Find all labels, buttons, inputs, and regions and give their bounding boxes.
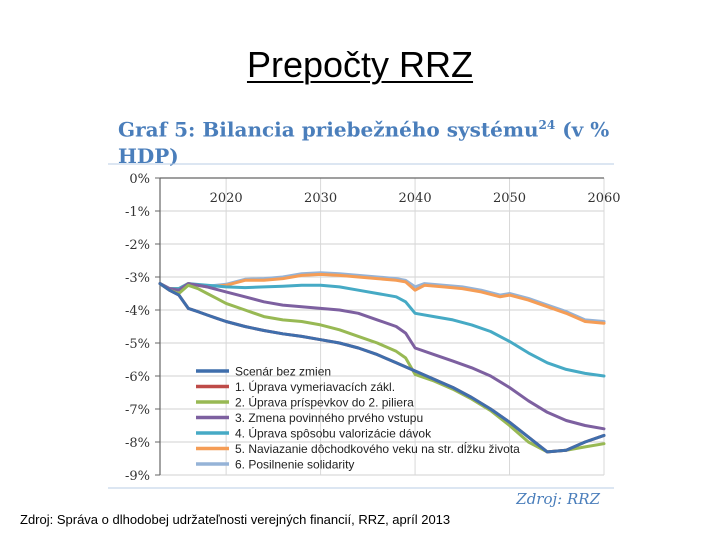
slide-title: Prepočty RRZ — [0, 44, 720, 86]
y-tick-label: -3% — [125, 271, 150, 286]
legend-label: 1. Úprava vymeriavacích zákl. — [235, 379, 395, 394]
y-tick-label: -4% — [125, 304, 150, 319]
legend-label: 6. Posilnenie solidarity — [235, 458, 354, 472]
x-tick-label: 2060 — [587, 191, 620, 206]
y-tick-label: -2% — [125, 238, 150, 253]
legend-label: 2. Úprava príspevkov do 2. piliera — [235, 395, 414, 410]
series-line — [158, 282, 606, 454]
x-tick-label: 2030 — [304, 191, 337, 206]
y-tick-label: -1% — [125, 205, 150, 220]
series-line — [158, 282, 606, 431]
slide-title-text: Prepočty RRZ — [246, 44, 474, 85]
legend-label: Scenár bez zmien — [235, 365, 331, 379]
legend-label: 3. Zmena povinného prvého vstupu — [235, 411, 423, 425]
x-tick-label: 2040 — [399, 191, 432, 206]
legend-label: 4. Úprava spôsobu valorizácie dávok — [235, 426, 432, 441]
x-tick-label: 2020 — [210, 191, 243, 206]
legend-label: 5. Naviazanie dôchodkového veku na str. … — [235, 441, 520, 456]
y-tick-label: -8% — [125, 436, 150, 451]
y-tick-label: 0% — [129, 172, 150, 187]
chart-title-main: Graf 5: Bilancia priebežného systému — [118, 117, 539, 142]
y-tick-label: -6% — [125, 370, 150, 385]
series-line — [158, 282, 606, 454]
y-tick-label: -7% — [125, 403, 150, 418]
series-line — [158, 282, 606, 378]
axes: 0% -1% -2% -3% -4% -5% -6% -7% -8% -9% 2020 2030 204… — [125, 172, 621, 484]
x-tick-label: 2050 — [493, 191, 526, 206]
source-label: Zdroj: RRZ — [515, 490, 600, 508]
y-tick-label: -5% — [125, 337, 150, 352]
y-tick-label: -9% — [125, 469, 150, 484]
series — [158, 271, 606, 454]
chart-title-footnote: 24 — [538, 118, 556, 132]
slide-footer: Zdroj: Správa o dlhodobej udržateľnosti … — [20, 512, 451, 527]
